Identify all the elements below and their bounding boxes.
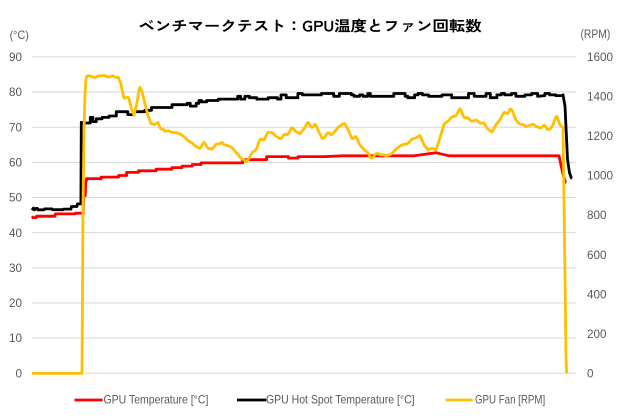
svg-text:0: 0: [15, 367, 22, 380]
svg-text:200: 200: [587, 328, 607, 341]
svg-text:10: 10: [9, 332, 23, 345]
svg-text:60: 60: [9, 157, 23, 170]
svg-text:70: 70: [9, 121, 23, 134]
svg-text:600: 600: [587, 249, 607, 262]
svg-text:GPU Temperature [°C]: GPU Temperature [°C]: [104, 394, 209, 407]
svg-text:90: 90: [9, 51, 23, 64]
svg-text:1400: 1400: [587, 91, 614, 104]
svg-text:1200: 1200: [587, 130, 614, 143]
svg-text:(°C): (°C): [10, 30, 29, 42]
svg-text:800: 800: [587, 209, 607, 222]
svg-text:80: 80: [9, 86, 23, 99]
svg-text:1000: 1000: [587, 170, 614, 183]
svg-text:0: 0: [587, 367, 594, 380]
svg-text:20: 20: [9, 297, 23, 310]
svg-text:40: 40: [9, 227, 23, 240]
svg-text:(RPM): (RPM): [581, 28, 611, 41]
svg-text:30: 30: [9, 262, 23, 275]
svg-text:400: 400: [587, 288, 607, 301]
svg-text:50: 50: [9, 192, 23, 205]
svg-text:GPU Hot Spot Temperature [°C]: GPU Hot Spot Temperature [°C]: [266, 394, 415, 407]
svg-text:1600: 1600: [587, 51, 614, 64]
svg-text:GPU Fan [RPM]: GPU Fan [RPM]: [475, 394, 545, 407]
